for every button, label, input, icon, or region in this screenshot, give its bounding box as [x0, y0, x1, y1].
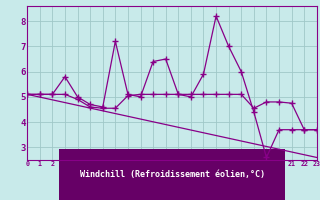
X-axis label: Windchill (Refroidissement éolien,°C): Windchill (Refroidissement éolien,°C)	[79, 170, 265, 179]
